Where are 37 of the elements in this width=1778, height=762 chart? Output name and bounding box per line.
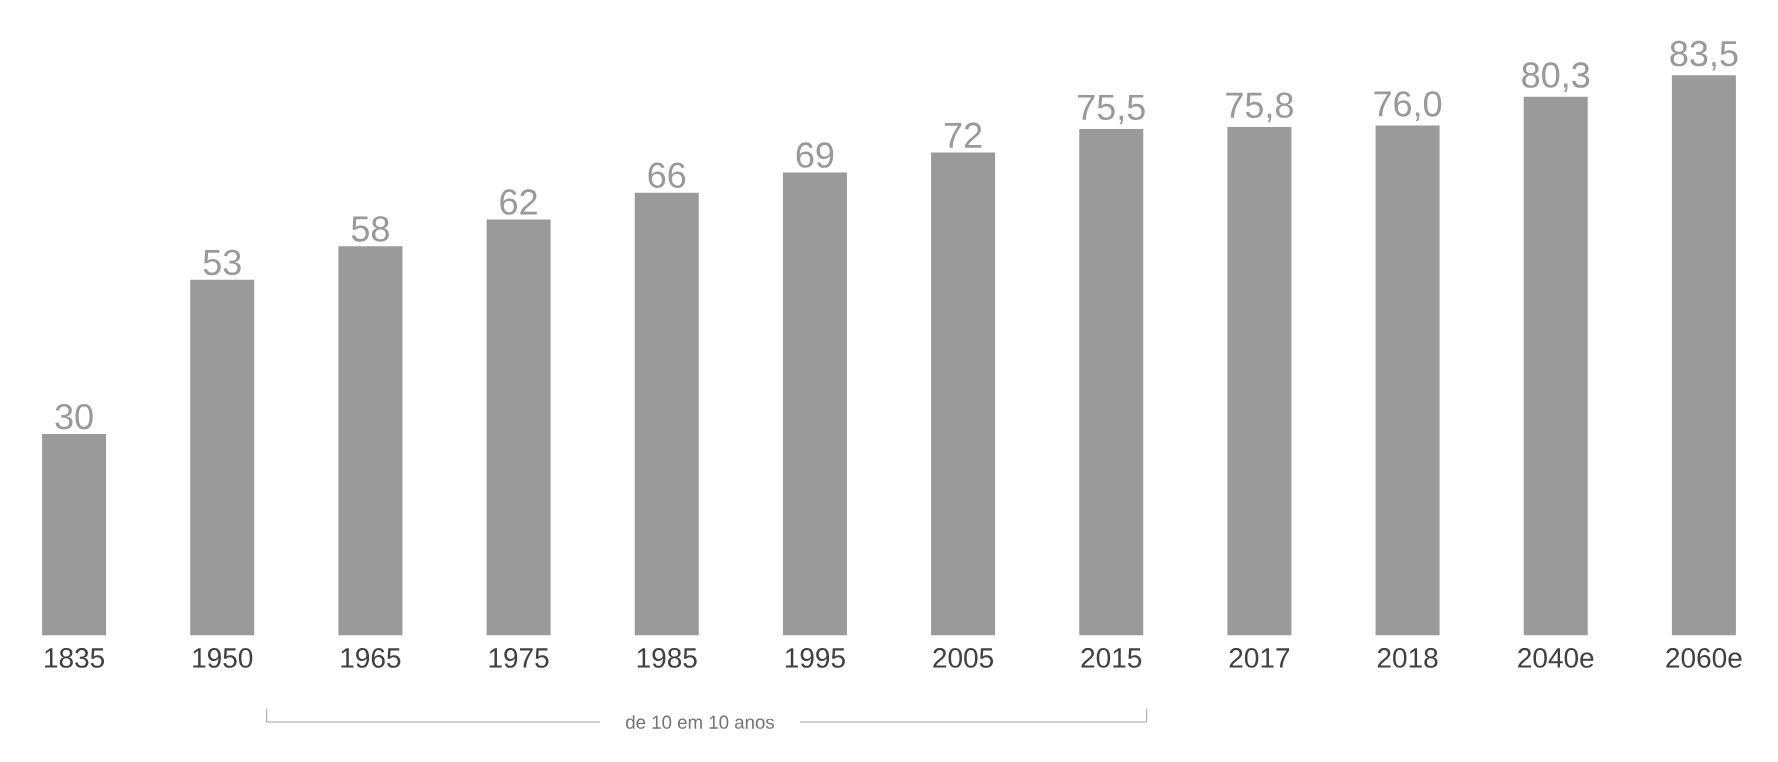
x-tick-label: 2018 bbox=[1377, 648, 1438, 668]
bar bbox=[1523, 96, 1588, 636]
x-tick-label: 2060e bbox=[1666, 648, 1742, 668]
x-tick-label: 1965 bbox=[341, 648, 401, 668]
data-label: 80,3 bbox=[1522, 62, 1590, 93]
x-tick-label: 2040e bbox=[1518, 648, 1594, 668]
bar bbox=[42, 434, 107, 636]
bar bbox=[1079, 128, 1144, 636]
bar bbox=[782, 172, 847, 636]
data-label: 72 bbox=[944, 122, 982, 148]
data-label: 53 bbox=[203, 249, 241, 276]
text: de 10 em 10 anos bbox=[626, 715, 775, 729]
data-label: 30 bbox=[55, 403, 93, 430]
x-tick-label: 2005 bbox=[933, 648, 994, 668]
bar bbox=[1375, 125, 1440, 636]
bar bbox=[338, 246, 403, 636]
data-label: 75,5 bbox=[1078, 94, 1145, 125]
bar bbox=[1227, 126, 1292, 636]
x-tick-label: 2015 bbox=[1081, 648, 1142, 668]
data-label: 58 bbox=[351, 216, 389, 242]
data-label: 76,0 bbox=[1374, 91, 1442, 121]
data-label: 62 bbox=[500, 189, 537, 215]
data-label: 69 bbox=[796, 142, 834, 168]
x-tick-label: 1950 bbox=[193, 648, 253, 668]
bar bbox=[931, 152, 996, 636]
bar bbox=[486, 219, 551, 636]
bar bbox=[634, 192, 699, 636]
x-tick-label: 1975 bbox=[489, 648, 549, 668]
bar bbox=[1671, 75, 1736, 636]
x-tick-label: 1995 bbox=[785, 648, 845, 668]
bar bbox=[190, 279, 255, 636]
x-tick-label: 1985 bbox=[637, 648, 697, 668]
x-tick-label: 2017 bbox=[1229, 648, 1290, 668]
data-label: 66 bbox=[648, 162, 686, 188]
data-label: 75,8 bbox=[1226, 92, 1293, 123]
x-tick-label: 1835 bbox=[45, 648, 105, 668]
data-label: 83,5 bbox=[1670, 40, 1738, 71]
